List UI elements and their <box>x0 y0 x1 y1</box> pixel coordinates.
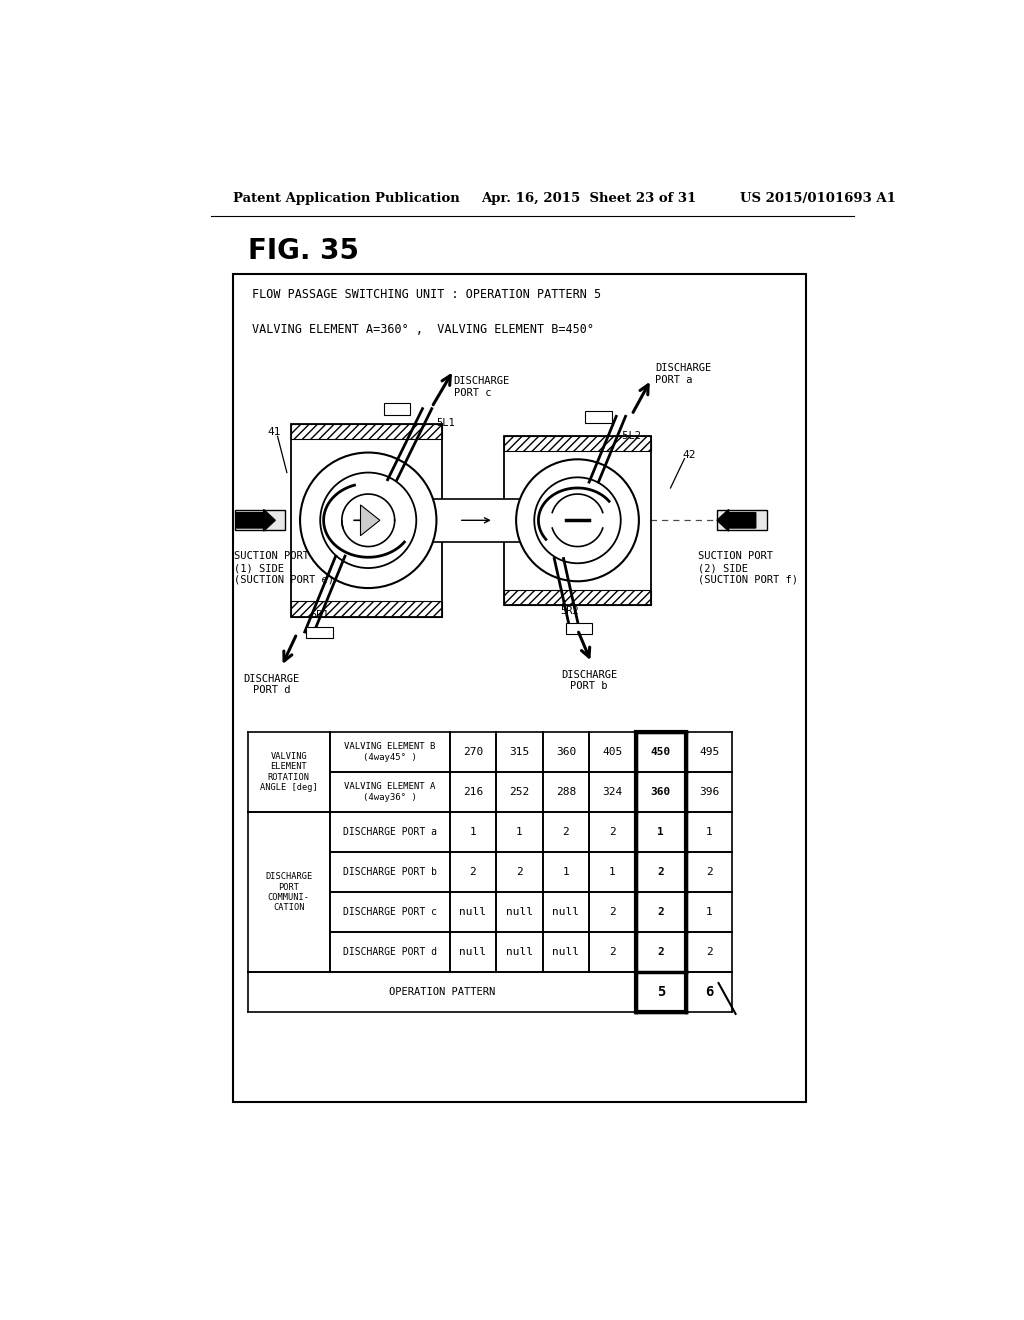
Bar <box>717 511 767 531</box>
Bar <box>234 511 286 531</box>
Text: 1: 1 <box>609 867 615 878</box>
Bar <box>504 436 651 451</box>
Text: DISCHARGE
PORT a: DISCHARGE PORT a <box>655 363 712 385</box>
Text: null: null <box>506 948 532 957</box>
Text: Apr. 16, 2015  Sheet 23 of 31: Apr. 16, 2015 Sheet 23 of 31 <box>480 191 696 205</box>
Circle shape <box>516 459 639 581</box>
Text: VALVING
ELEMENT
ROTATION
ANGLE [deg]: VALVING ELEMENT ROTATION ANGLE [deg] <box>260 752 317 792</box>
Text: 360: 360 <box>650 787 671 797</box>
Text: VALVING ELEMENT B
(4way45° ): VALVING ELEMENT B (4way45° ) <box>344 742 435 762</box>
Bar <box>232 275 806 1102</box>
FancyArrow shape <box>717 510 756 531</box>
Text: 1: 1 <box>562 867 569 878</box>
Text: 5R1: 5R1 <box>310 610 329 620</box>
Text: OPERATION PATTERN: OPERATION PATTERN <box>389 987 495 998</box>
Text: 2: 2 <box>657 907 665 917</box>
Bar <box>586 411 611 422</box>
Bar <box>306 627 333 638</box>
Text: 2: 2 <box>657 948 665 957</box>
Text: null: null <box>506 907 532 917</box>
Circle shape <box>535 478 621 564</box>
Text: 1: 1 <box>469 828 476 837</box>
Text: —5L2: —5L2 <box>616 430 641 441</box>
Text: DISCHARGE
PORT
COMMUNI-
CATION: DISCHARGE PORT COMMUNI- CATION <box>265 873 312 912</box>
Bar <box>566 623 592 635</box>
Text: DISCHARGE
PORT d: DISCHARGE PORT d <box>244 673 299 696</box>
Text: DISCHARGE
PORT b: DISCHARGE PORT b <box>561 669 617 692</box>
Text: 2: 2 <box>562 828 569 837</box>
Text: 1: 1 <box>706 828 713 837</box>
Bar <box>504 590 651 605</box>
Text: DISCHARGE PORT a: DISCHARGE PORT a <box>343 828 436 837</box>
Text: DISCHARGE PORT c: DISCHARGE PORT c <box>343 907 436 917</box>
Text: 5: 5 <box>656 985 665 999</box>
Circle shape <box>321 473 417 568</box>
Text: 270: 270 <box>463 747 483 758</box>
Text: null: null <box>552 907 580 917</box>
Text: VALVING ELEMENT A=360° ,  VALVING ELEMENT B=450°: VALVING ELEMENT A=360° , VALVING ELEMENT… <box>252 323 594 335</box>
Text: 5R2: 5R2 <box>560 606 580 616</box>
Text: 396: 396 <box>699 787 720 797</box>
Bar <box>291 424 442 616</box>
Text: 1: 1 <box>516 828 522 837</box>
Text: SUCTION PORT
(1) SIDE
(SUCTION PORT e): SUCTION PORT (1) SIDE (SUCTION PORT e) <box>234 552 334 585</box>
Text: 2: 2 <box>609 907 615 917</box>
Text: DISCHARGE PORT b: DISCHARGE PORT b <box>343 867 436 878</box>
Text: FIG. 35: FIG. 35 <box>248 236 359 265</box>
Text: SUCTION PORT
(2) SIDE
(SUCTION PORT f): SUCTION PORT (2) SIDE (SUCTION PORT f) <box>697 552 798 585</box>
Bar <box>291 601 442 616</box>
Text: DISCHARGE
PORT c: DISCHARGE PORT c <box>454 376 510 397</box>
Bar <box>432 499 520 543</box>
Text: 2: 2 <box>609 948 615 957</box>
Text: Patent Application Publication: Patent Application Publication <box>232 191 460 205</box>
Text: null: null <box>460 948 486 957</box>
Text: 405: 405 <box>602 747 623 758</box>
Polygon shape <box>360 506 380 536</box>
Text: 450: 450 <box>650 747 671 758</box>
Text: 2: 2 <box>706 867 713 878</box>
Text: 324: 324 <box>602 787 623 797</box>
Text: null: null <box>552 948 580 957</box>
Text: 2: 2 <box>706 948 713 957</box>
Bar <box>636 733 686 1012</box>
Text: 2: 2 <box>609 828 615 837</box>
Text: 495: 495 <box>699 747 720 758</box>
Text: US 2015/0101693 A1: US 2015/0101693 A1 <box>740 191 896 205</box>
Circle shape <box>300 453 436 589</box>
Bar <box>504 436 651 605</box>
Text: 2: 2 <box>469 867 476 878</box>
Text: 42: 42 <box>682 450 695 459</box>
Text: 315: 315 <box>509 747 529 758</box>
Text: DISCHARGE PORT d: DISCHARGE PORT d <box>343 948 436 957</box>
Text: VALVING ELEMENT A
(4way36° ): VALVING ELEMENT A (4way36° ) <box>344 783 435 801</box>
Bar <box>384 404 410 414</box>
Text: 5L1: 5L1 <box>436 417 456 428</box>
Text: 216: 216 <box>463 787 483 797</box>
Text: 1: 1 <box>657 828 665 837</box>
Text: FLOW PASSAGE SWITCHING UNIT : OPERATION PATTERN 5: FLOW PASSAGE SWITCHING UNIT : OPERATION … <box>252 288 601 301</box>
Text: null: null <box>460 907 486 917</box>
FancyArrow shape <box>237 510 275 531</box>
Text: 6: 6 <box>706 985 714 999</box>
Text: 41: 41 <box>267 426 281 437</box>
Bar <box>291 424 442 440</box>
Text: 2: 2 <box>516 867 522 878</box>
Text: 252: 252 <box>509 787 529 797</box>
Text: 360: 360 <box>556 747 575 758</box>
Text: 288: 288 <box>556 787 575 797</box>
Text: 2: 2 <box>657 867 665 878</box>
Text: 1: 1 <box>706 907 713 917</box>
